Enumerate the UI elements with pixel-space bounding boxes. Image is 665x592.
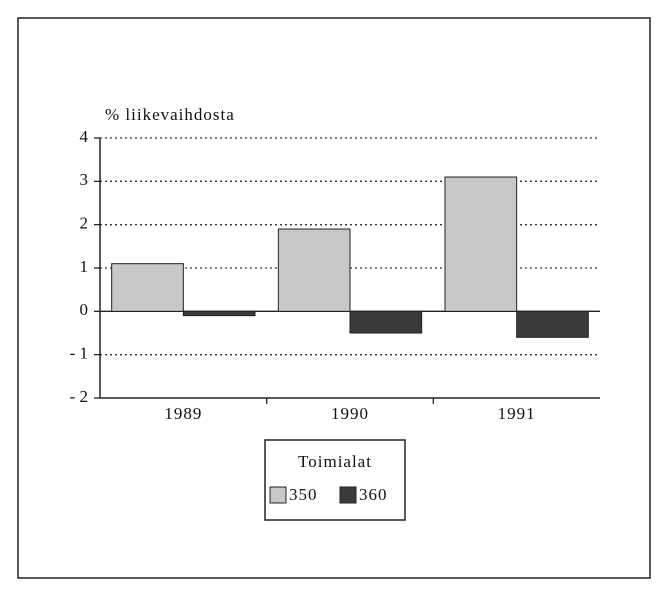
bar bbox=[277, 228, 351, 312]
bar bbox=[516, 310, 589, 338]
legend-label: 360 bbox=[359, 485, 388, 504]
y-tick-label: 2 bbox=[80, 214, 89, 233]
bar bbox=[349, 310, 423, 334]
y-tick-label: 0 bbox=[80, 300, 89, 319]
bar bbox=[444, 176, 518, 312]
x-tick-label: 1989 bbox=[164, 404, 202, 423]
legend-swatch bbox=[339, 486, 357, 504]
bar bbox=[111, 263, 184, 312]
frame bbox=[17, 17, 651, 579]
y-axis-title: % liikevaihdosta bbox=[105, 105, 235, 124]
legend-title: Toimialat bbox=[298, 452, 372, 471]
y-tick-label: - 2 bbox=[70, 387, 88, 406]
y-tick-label: 1 bbox=[80, 257, 89, 276]
bar bbox=[182, 310, 256, 317]
y-tick-label: 3 bbox=[80, 170, 89, 189]
legend-label: 350 bbox=[289, 485, 318, 504]
y-tick-label: - 1 bbox=[70, 344, 88, 363]
legend-box bbox=[264, 439, 406, 521]
legend-swatch bbox=[269, 486, 287, 504]
x-tick-label: 1991 bbox=[498, 404, 536, 423]
y-tick-label: 4 bbox=[80, 127, 89, 146]
x-tick-label: 1990 bbox=[331, 404, 369, 423]
